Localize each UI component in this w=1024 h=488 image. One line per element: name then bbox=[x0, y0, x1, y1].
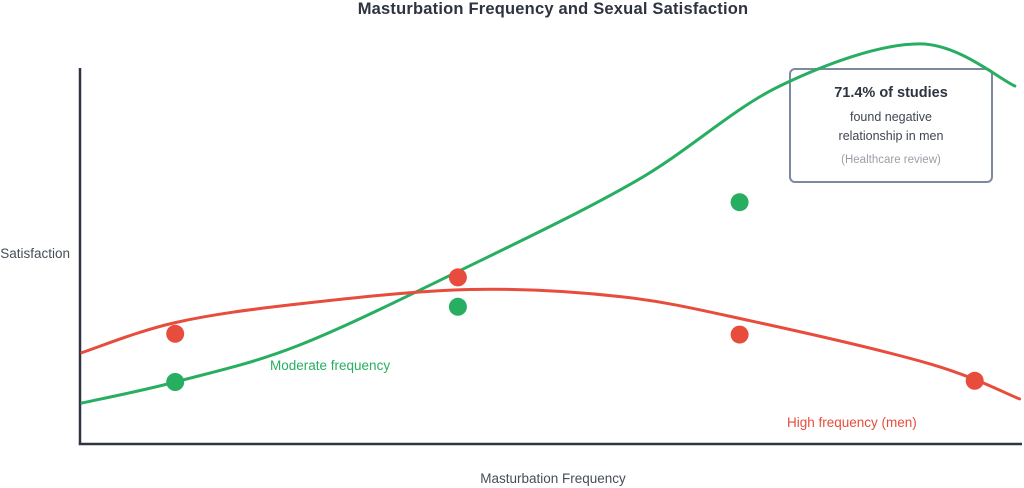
series-label-moderate: Moderate frequency bbox=[270, 358, 391, 373]
annotation-source: (Healthcare review) bbox=[841, 154, 941, 166]
series-label-high: High frequency (men) bbox=[787, 415, 917, 430]
high-frequency-men-curve bbox=[80, 287, 1021, 401]
high-frequency-men-data-point bbox=[730, 325, 749, 344]
annotation-box: 71.4% of studies found negative relation… bbox=[789, 68, 993, 183]
high-frequency-men-data-point bbox=[965, 371, 984, 390]
high-frequency-men-data-point bbox=[448, 268, 467, 287]
y-axis-label: Satisfaction bbox=[0, 246, 70, 261]
x-axis-label: Masturbation Frequency bbox=[480, 471, 626, 486]
annotation-body-line2: relationship in men bbox=[838, 129, 944, 143]
chart-title: Masturbation Frequency and Sexual Satisf… bbox=[357, 0, 749, 18]
high-frequency-men-data-point bbox=[166, 324, 185, 343]
moderate-frequency-data-point bbox=[730, 193, 749, 212]
annotation-body-line1: found negative bbox=[849, 110, 932, 124]
moderate-frequency-data-point bbox=[448, 297, 467, 316]
annotation-headline: 71.4% of studies bbox=[834, 85, 948, 101]
moderate-frequency-data-point bbox=[166, 373, 185, 391]
